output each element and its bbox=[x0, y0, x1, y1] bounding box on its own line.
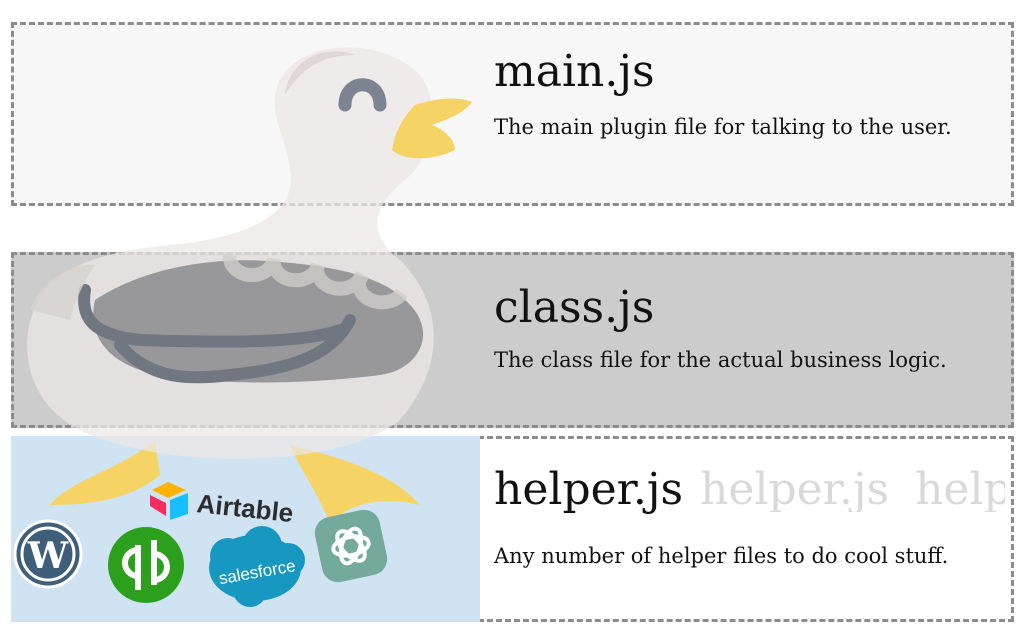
svg-text:W: W bbox=[27, 535, 69, 577]
ghost-title: helper.js bbox=[700, 468, 890, 512]
helper-js-title: helper.js bbox=[494, 464, 684, 515]
helper-js-ghost-titles: helper.js help bbox=[700, 468, 1005, 512]
class-js-description: The class file for the actual business l… bbox=[494, 348, 947, 372]
class-js-title: class.js bbox=[494, 282, 655, 333]
openai-icon bbox=[314, 509, 388, 583]
salesforce-icon bbox=[209, 526, 305, 607]
wordpress-icon: W bbox=[13, 519, 83, 589]
ghost-title: help bbox=[915, 468, 1005, 512]
quickbooks-icon bbox=[108, 527, 184, 603]
main-js-description: The main plugin file for talking to the … bbox=[494, 115, 952, 139]
helper-js-description: Any number of helper files to do cool st… bbox=[494, 544, 949, 568]
airtable-logo-text: Airtable bbox=[195, 488, 294, 528]
main-js-title: main.js bbox=[494, 46, 655, 97]
airtable-icon bbox=[150, 482, 188, 520]
